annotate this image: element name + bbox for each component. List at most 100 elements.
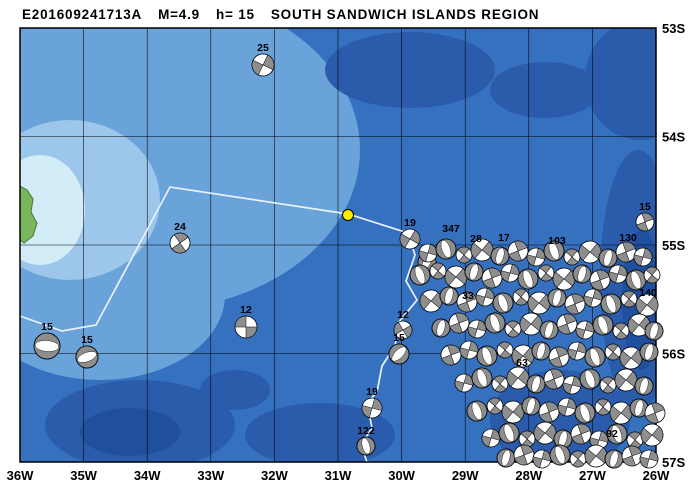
beachball [481, 428, 501, 448]
beachball [543, 368, 565, 390]
depth-label: 140 [639, 287, 657, 299]
beachball [609, 401, 633, 425]
lon-tick-label: 27W [579, 468, 606, 483]
beachball [501, 400, 525, 424]
beachball [594, 398, 612, 416]
event-depth: h= 15 [215, 6, 255, 22]
beachball [633, 247, 653, 267]
beachball [543, 240, 565, 262]
beachball [454, 373, 474, 393]
beachball [635, 293, 659, 317]
beachball [579, 368, 601, 390]
beachball [496, 341, 514, 359]
beachball [475, 287, 495, 307]
lat-tick-label: 56S [662, 347, 685, 362]
depth-label: 19 [366, 386, 378, 398]
beachball [456, 291, 478, 313]
beachball [592, 314, 614, 336]
beachball [518, 430, 536, 448]
bathymetry-patch [80, 408, 180, 456]
beachball [621, 445, 643, 467]
beachball [584, 444, 608, 468]
beachball [476, 345, 498, 367]
beachball [532, 449, 552, 469]
beachball [562, 375, 582, 395]
beachball [459, 340, 479, 360]
lat-tick-label: 57S [662, 455, 685, 470]
beachball [608, 264, 628, 284]
beachball [492, 292, 514, 314]
depth-label: 122 [357, 425, 375, 437]
beachball [464, 262, 484, 282]
depth-label: 15 [41, 321, 53, 333]
depth-label: 12 [240, 304, 252, 316]
beachball [444, 265, 468, 289]
beachball [575, 320, 595, 340]
beachball [639, 449, 659, 469]
map-title: E201609241713A M=4.9 h= 15 SOUTH SANDWIC… [22, 4, 539, 24]
beachball [644, 321, 664, 341]
bathymetry-patch [585, 28, 656, 140]
lon-tick-label: 29W [452, 468, 479, 483]
beachball [388, 343, 410, 365]
beachball [574, 402, 596, 424]
beachball [643, 266, 661, 284]
depth-label: 15 [639, 201, 651, 213]
beachball [409, 264, 431, 286]
beachball [491, 375, 509, 393]
depth-label: 15 [393, 332, 405, 344]
event-id: E201609241713A [22, 6, 143, 22]
beachball [498, 422, 520, 444]
beachball [435, 238, 457, 260]
beachball [627, 313, 651, 337]
bathymetry-patch [490, 62, 600, 118]
beachball [455, 246, 473, 264]
beachball [234, 315, 258, 339]
beachball [512, 288, 530, 306]
depth-label: 92 [606, 428, 618, 440]
beachball [484, 312, 506, 334]
lon-tick-label: 26W [643, 468, 670, 483]
bathymetry-layer [20, 28, 656, 462]
region-name: SOUTH SANDWICH ISLANDS REGION [270, 6, 540, 22]
beachball [556, 313, 578, 335]
depth-label: 19 [404, 217, 416, 229]
beachball [481, 267, 503, 289]
beachball [496, 448, 516, 468]
beachball [356, 436, 376, 456]
depth-label: 130 [619, 232, 637, 244]
depth-label-layer: 25 24 12 15 15 19 12 15 19 122 15 347 28 17 103 130 140 3… [41, 42, 657, 440]
beachball [584, 346, 606, 368]
beachball [431, 318, 451, 338]
beachball [507, 240, 529, 262]
beachball-layer [33, 53, 666, 469]
lon-tick-label: 32W [261, 468, 288, 483]
beachball [604, 449, 624, 469]
beachball [439, 286, 459, 306]
depth-label: 33 [462, 290, 474, 302]
lon-tick-label: 30W [388, 468, 415, 483]
beachball [470, 238, 494, 262]
beachball [578, 240, 602, 264]
beachball [570, 423, 592, 445]
beachball [429, 262, 447, 280]
beachball [448, 312, 470, 334]
beachball [583, 288, 603, 308]
beachball [549, 444, 571, 466]
beachball [251, 53, 275, 77]
beachball [467, 319, 487, 339]
beachball [513, 444, 535, 466]
lon-tick-label: 34W [134, 468, 161, 483]
depth-label: 24 [174, 221, 186, 233]
beachball [486, 397, 504, 415]
beachball [604, 343, 622, 361]
beachball [589, 430, 609, 450]
lat-tick-label: 55S [662, 238, 685, 253]
beachball [619, 346, 643, 370]
beachball [506, 366, 530, 390]
beachball [629, 398, 649, 418]
beachball [615, 241, 637, 263]
beachball [169, 232, 191, 254]
event-epicenter-marker [342, 209, 354, 221]
beachball [527, 291, 551, 315]
